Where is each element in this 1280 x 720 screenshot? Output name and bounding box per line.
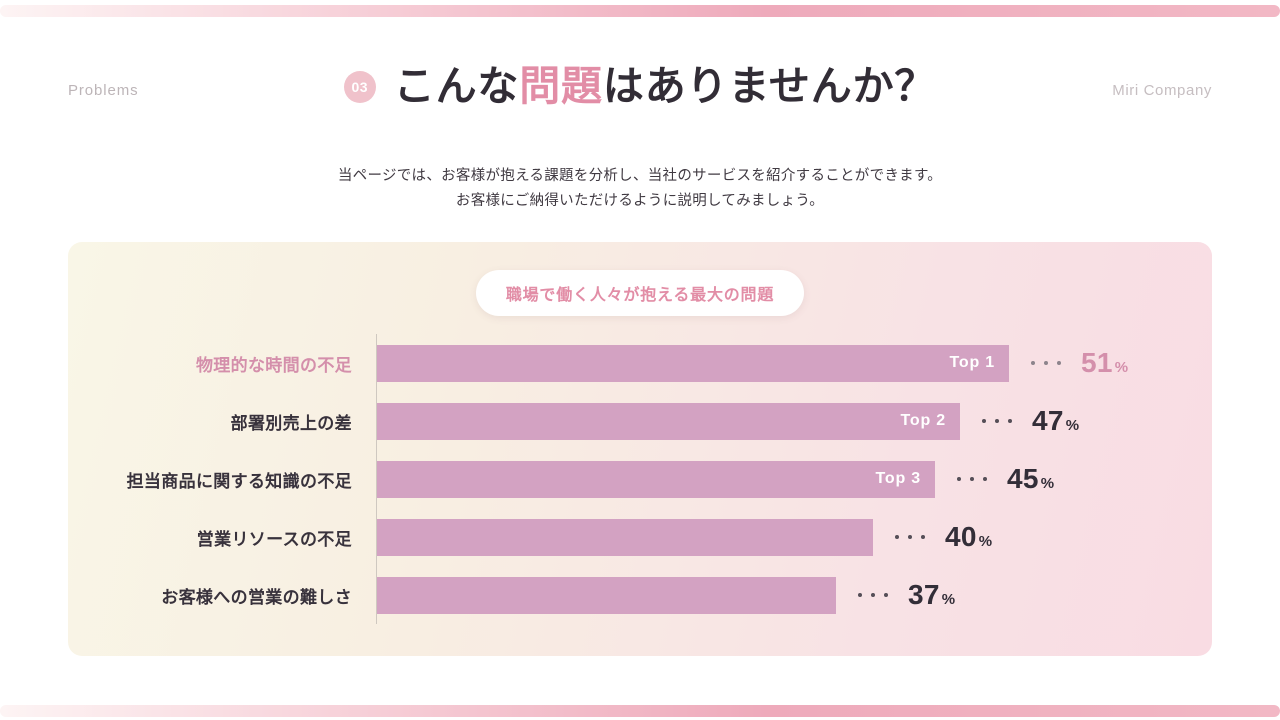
bar-chart: 物理的な時間の不足 Top 1 51% 部署別売上の差 Top 2 47% 担当商品に関する…	[68, 334, 1212, 624]
dots-connector	[982, 419, 1012, 423]
bar-value: 45%	[1007, 463, 1055, 494]
bottom-accent-bar	[0, 705, 1280, 717]
chart-row: 担当商品に関する知識の不足 Top 3 45%	[68, 450, 1212, 508]
dots-connector	[1031, 361, 1061, 365]
chart-card: 職場で働く人々が抱える最大の問題 物理的な時間の不足 Top 1 51% 部署別売上の…	[68, 242, 1212, 656]
bar: Top 1	[377, 344, 1009, 382]
bar	[377, 576, 836, 614]
page-title: こんな問題はありませんか？	[393, 63, 937, 109]
header: Problems 03 こんな問題はありませんか？ Miri Company	[0, 60, 1280, 124]
chart-title: 職場で働く人々が抱える最大の問題	[505, 287, 775, 304]
company-label: Miri Company	[1112, 82, 1212, 99]
bar-track: 40%	[376, 508, 1212, 566]
bar-category-label: 営業リソースの不足	[196, 529, 352, 549]
bar-category-label: 担当商品に関する知識の不足	[126, 471, 352, 491]
bar-value: 40%	[945, 521, 993, 552]
bar: Top 3	[377, 460, 935, 498]
rank-badge: Top 1	[949, 354, 995, 371]
bar-value: 47%	[1032, 405, 1080, 436]
dots-connector	[858, 593, 888, 597]
bar-track: 37%	[376, 566, 1212, 624]
chart-row: お客様への営業の難しさ 37%	[68, 566, 1212, 624]
bar-category-label: 物理的な時間の不足	[195, 355, 352, 375]
bar-category-label: お客様への営業の難しさ	[161, 587, 352, 607]
description: 当ページでは、お客様が抱える課題を分析し、当社のサービスを紹介することができます…	[0, 164, 1280, 213]
top-accent-bar	[0, 5, 1280, 17]
bar	[377, 518, 873, 556]
dots-connector	[895, 535, 925, 539]
title-group: 03 こんな問題はありませんか？	[0, 60, 1280, 109]
chart-row: 物理的な時間の不足 Top 1 51%	[68, 334, 1212, 392]
rank-badge: Top 3	[875, 470, 921, 487]
description-line-1: 当ページでは、お客様が抱える課題を分析し、当社のサービスを紹介することができます…	[337, 168, 943, 184]
section-label: Problems	[68, 82, 139, 99]
title-text-highlight: 問題	[519, 63, 603, 109]
chart-title-pill: 職場で働く人々が抱える最大の問題	[475, 270, 805, 316]
chart-row: 営業リソースの不足 40%	[68, 508, 1212, 566]
description-line-2: お客様にご納得いただけるように説明してみましょう。	[455, 192, 825, 209]
bar-value: 51%	[1081, 347, 1129, 378]
bar-track: Top 2 47%	[376, 392, 1212, 450]
dots-connector	[957, 477, 987, 481]
bar-track: Top 3 45%	[376, 450, 1212, 508]
bar: Top 2	[377, 402, 960, 440]
bar-track: Top 1 51%	[376, 334, 1212, 392]
bar-category-label: 部署別売上の差	[230, 413, 352, 433]
title-text-post: はありませんか？	[602, 63, 937, 109]
title-text-pre: こんな	[393, 63, 520, 109]
bar-value: 37%	[908, 579, 956, 610]
rank-badge: Top 2	[900, 412, 946, 429]
slide-number-badge: 03	[343, 70, 376, 103]
chart-row: 部署別売上の差 Top 2 47%	[68, 392, 1212, 450]
